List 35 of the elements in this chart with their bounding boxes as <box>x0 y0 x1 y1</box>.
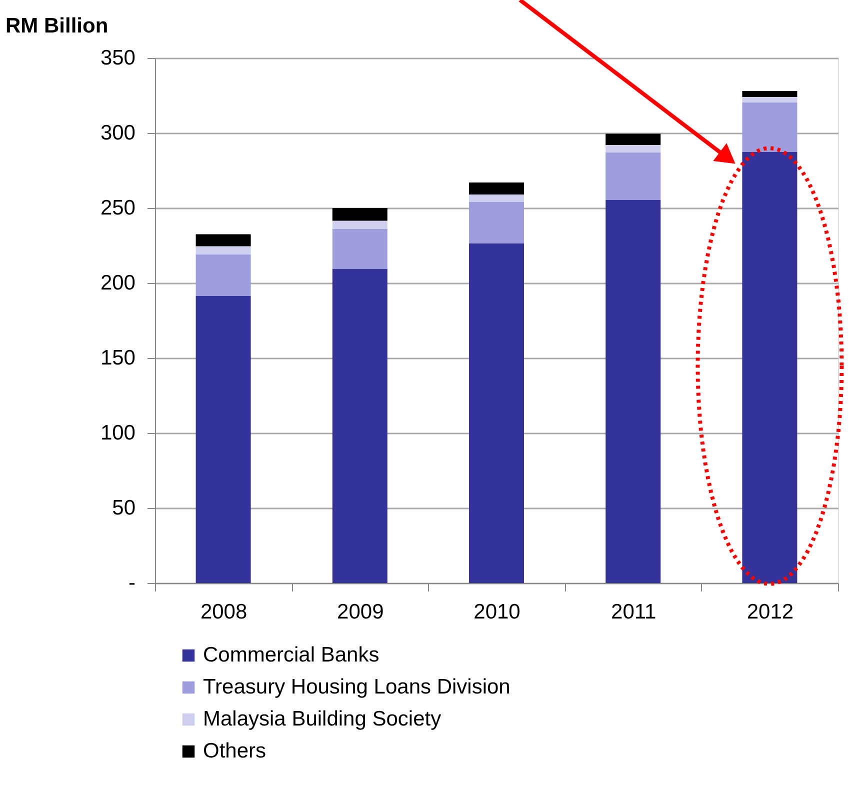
y-tick-label: - <box>128 572 136 594</box>
legend-label: Commercial Banks <box>203 644 380 666</box>
y-tick-label: 200 <box>100 272 136 294</box>
bar <box>469 202 524 244</box>
y-tick-label: 300 <box>100 122 136 144</box>
bar <box>332 208 388 221</box>
legend-label: Treasury Housing Loans Division <box>203 676 510 698</box>
bar <box>606 200 661 583</box>
y-tick-label: 50 <box>112 496 136 520</box>
y-tick-label: 350 <box>100 46 136 70</box>
bar <box>332 229 388 269</box>
bar <box>742 91 798 97</box>
x-tick-label: 2012 <box>746 600 794 624</box>
bar <box>196 254 251 296</box>
x-tick-label: 2010 <box>474 600 520 624</box>
legend-label: Others <box>203 740 266 762</box>
bar <box>606 152 661 200</box>
y-tick-label: 100 <box>100 422 136 444</box>
y-axis-title: RM Billion <box>6 14 108 38</box>
bar <box>332 220 388 229</box>
bar <box>196 296 251 583</box>
bar <box>742 97 798 102</box>
legend-label: Malaysia Building Society <box>203 708 442 730</box>
bar <box>196 246 251 254</box>
x-tick-label: 2011 <box>611 600 656 624</box>
bar <box>469 182 524 194</box>
bar <box>469 194 524 202</box>
bar <box>742 102 798 152</box>
bar <box>332 268 388 583</box>
x-tick-label: 2009 <box>337 600 384 624</box>
bar <box>196 234 251 246</box>
x-tick-label: 2008 <box>200 600 248 624</box>
y-tick-label: 150 <box>100 346 136 370</box>
y-tick-label: 250 <box>100 196 136 220</box>
bar <box>469 243 524 583</box>
